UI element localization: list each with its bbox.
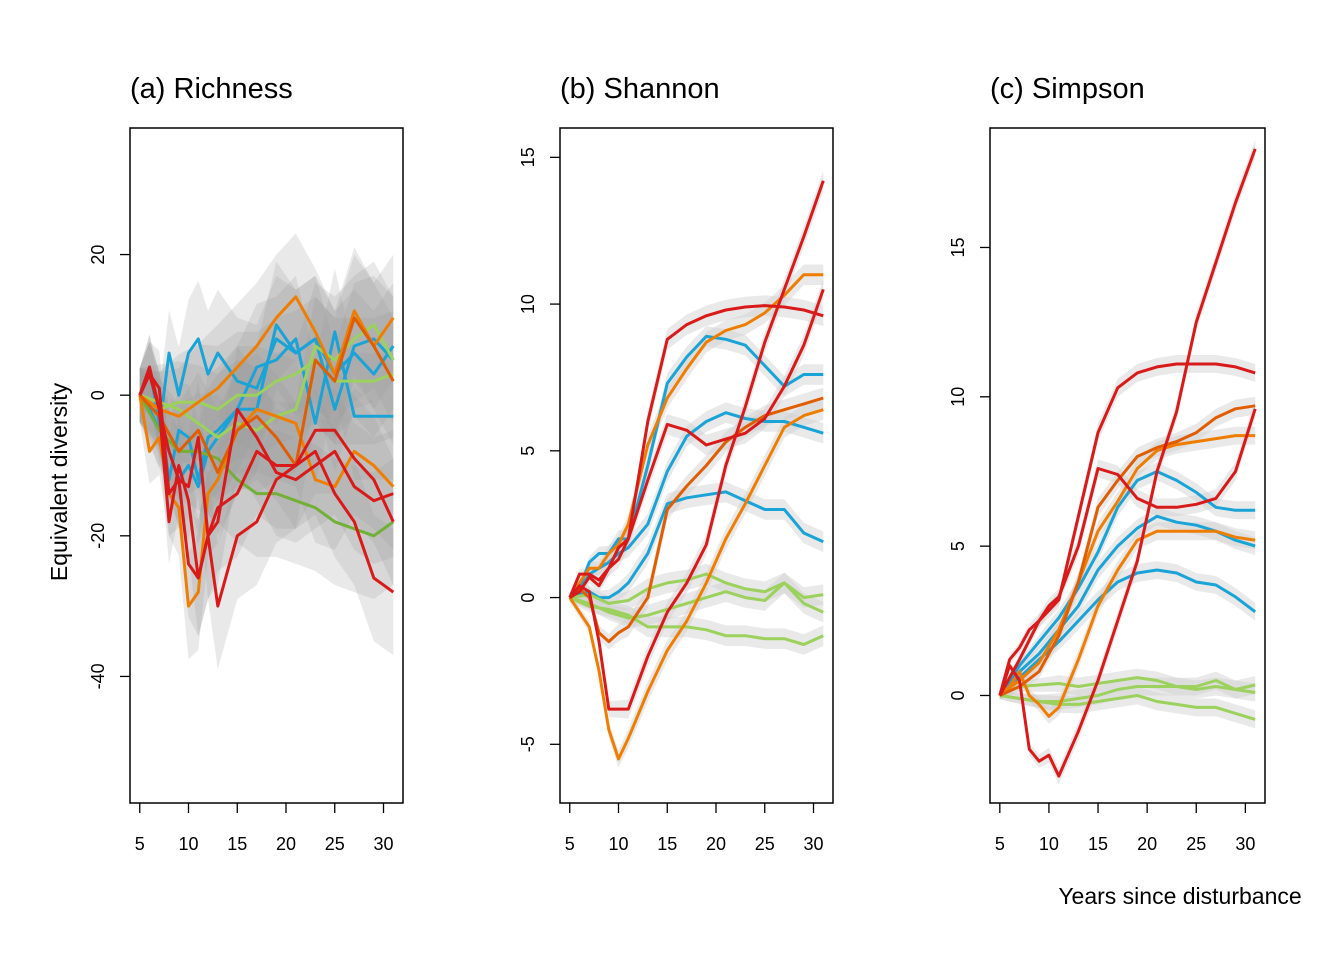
- series-line: [138, 372, 395, 608]
- y-tick-label: 20: [88, 245, 108, 265]
- y-tick-label: -20: [88, 523, 108, 549]
- y-tick-label: 10: [948, 387, 968, 407]
- x-axis-label: Years since disturbance: [1058, 883, 1301, 909]
- confidence-band: [999, 507, 1256, 700]
- y-tick-label: 5: [948, 541, 968, 551]
- series-line: [999, 404, 1256, 697]
- x-tick-label: 10: [608, 834, 628, 854]
- series-line: [568, 180, 825, 711]
- series-line: [568, 304, 824, 599]
- y-tick-label: 0: [948, 690, 968, 700]
- panel-shannon: (b) Shannon 5 10 15 20 25 30 -5 0 5 10 15: [518, 73, 834, 854]
- x-tick-label: 5: [565, 834, 575, 854]
- panel-simpson: (c) Simpson Years since disturbance 5 10 1…: [948, 73, 1302, 909]
- confidence-band: [139, 346, 394, 660]
- series-line: [999, 694, 1256, 721]
- series-line: [138, 372, 394, 580]
- panel-richness: (a) Richness Equivalent diversity 5 10 15 2…: [46, 73, 404, 854]
- series-line: [998, 408, 1257, 696]
- series-line: [138, 295, 395, 418]
- y-tick-label: -40: [88, 663, 108, 689]
- series-line: [998, 470, 1256, 697]
- series-lines: [998, 148, 1257, 778]
- x-tick-label: 5: [995, 834, 1005, 854]
- x-tick-label: 20: [276, 834, 296, 854]
- series-line: [569, 490, 824, 600]
- series-line: [999, 676, 1256, 697]
- x-tick-label: 25: [1186, 834, 1206, 854]
- plot-frame: [989, 127, 1266, 804]
- x-tick-label: 5: [135, 834, 145, 854]
- series-line: [569, 288, 825, 599]
- panel-title: (c) Simpson: [990, 73, 1145, 105]
- series-line: [138, 358, 394, 411]
- panel-title: (b) Shannon: [560, 73, 720, 105]
- series-line: [568, 334, 824, 599]
- series-line: [998, 148, 1257, 778]
- x-tick-label: 20: [1137, 834, 1157, 854]
- series-lines: [568, 180, 825, 761]
- y-tick-label: 0: [88, 390, 108, 400]
- x-tick-label: 10: [178, 834, 198, 854]
- x-tick-label: 15: [657, 834, 677, 854]
- y-tick-label: 0: [518, 593, 538, 603]
- x-tick-label: 10: [1039, 834, 1059, 854]
- panel-title: (a) Richness: [130, 73, 293, 105]
- y-axis: -5 0 5 10 15: [518, 147, 560, 752]
- x-tick-label: 15: [227, 834, 247, 854]
- y-tick-label: -5: [518, 736, 538, 752]
- confidence-band: [999, 522, 1256, 724]
- series-line: [139, 323, 395, 439]
- x-tick-label: 25: [325, 834, 345, 854]
- y-tick-label: 10: [518, 294, 538, 314]
- x-tick-label: 25: [755, 834, 775, 854]
- y-tick-label: 15: [948, 237, 968, 257]
- x-axis: 5 10 15 20 25 30: [995, 803, 1255, 854]
- y-axis: -40 -20 0 20: [88, 245, 130, 689]
- x-tick-label: 30: [373, 834, 393, 854]
- x-axis: 5 10 15 20 25 30: [135, 803, 394, 854]
- series-line: [138, 394, 395, 538]
- confidence-band: [569, 402, 824, 602]
- series-line: [569, 596, 824, 646]
- x-tick-label: 30: [803, 834, 823, 854]
- confidence-bands: [569, 170, 824, 768]
- x-tick-label: 15: [1088, 834, 1108, 854]
- series-line: [138, 316, 395, 474]
- series-line: [138, 365, 395, 594]
- plot-frame: [559, 127, 834, 804]
- confidence-band: [139, 341, 394, 670]
- y-tick-label: 5: [518, 446, 538, 456]
- y-axis: 0 5 10 15: [948, 237, 990, 701]
- series-line: [568, 408, 824, 761]
- x-tick-label: 30: [1235, 834, 1255, 854]
- confidence-band: [139, 233, 394, 465]
- series-line: [998, 529, 1256, 718]
- x-tick-label: 20: [706, 834, 726, 854]
- plot-frame: [129, 127, 404, 804]
- y-axis-label: Equivalent diversity: [46, 382, 72, 581]
- series-lines: [138, 295, 395, 608]
- y-tick-label: 15: [518, 147, 538, 167]
- x-axis: 5 10 15 20 25 30: [565, 803, 824, 854]
- series-line: [569, 411, 824, 599]
